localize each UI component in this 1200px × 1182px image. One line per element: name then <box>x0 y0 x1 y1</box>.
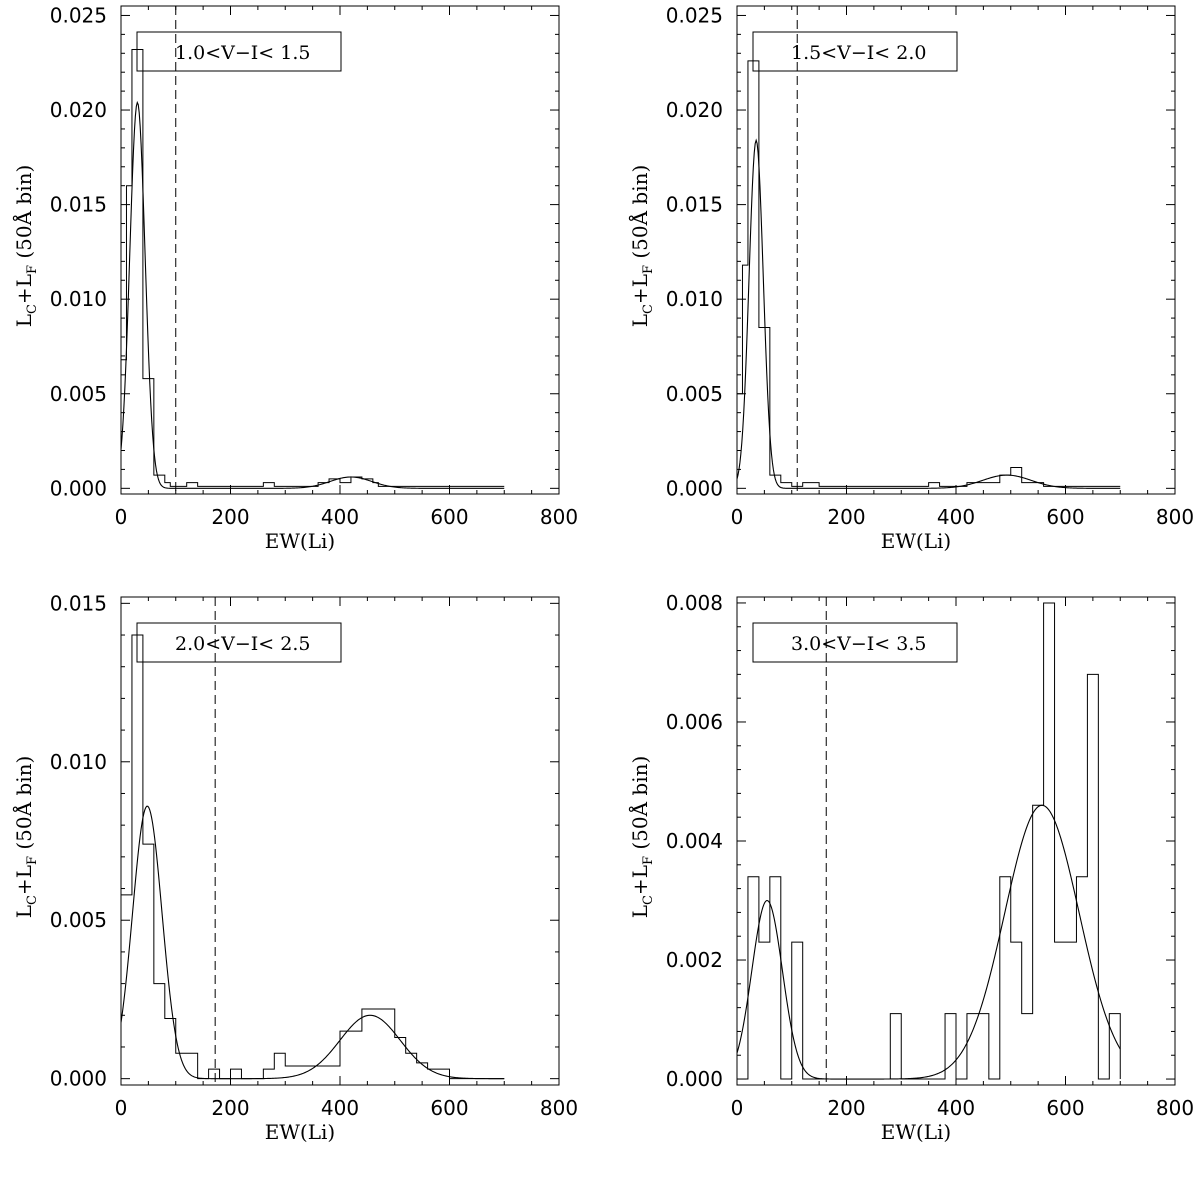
y-tick-label: 0.000 <box>50 1067 107 1091</box>
x-tick-label: 800 <box>1156 505 1194 529</box>
gaussian-fit-curve <box>737 804 1121 1080</box>
gaussian-fit-curve <box>737 138 1121 489</box>
x-tick-label: 0 <box>731 1096 744 1120</box>
y-axis-title: LC+LF (50Å bin) <box>11 165 40 328</box>
y-tick-label: 0.010 <box>50 750 107 774</box>
gaussian-fit-curve <box>121 100 505 489</box>
y-tick-label: 0.000 <box>50 476 107 500</box>
y-tick-label: 0.010 <box>666 287 723 311</box>
x-tick-label: 200 <box>827 1096 865 1120</box>
panel-bottom-right: 3.0<V−I< 3.5 0 200 400 600 800 0.000 0.002 0.004… <box>616 591 1200 1182</box>
y-axis-title-part: L <box>12 905 36 918</box>
annotation-box <box>752 622 958 663</box>
x-tick-label: 0 <box>731 505 744 529</box>
x-tick-label: 0 <box>115 1096 128 1120</box>
y-axis-title-part: F <box>25 856 40 865</box>
histogram-line <box>737 602 1121 1080</box>
histogram-line <box>121 634 505 1080</box>
x-tick-label: 400 <box>937 505 975 529</box>
x-axis-title: EW(Li) <box>265 1120 335 1144</box>
panel-top-right: 1.5<V−I< 2.0 0 200 400 600 800 0.000 0.005 0.010… <box>616 0 1200 591</box>
y-axis-title-part: C <box>25 895 40 905</box>
panel-bottom-left: 2.0<V−I< 2.5 0 200 400 600 800 0.000 0.005 0.010… <box>0 591 600 1182</box>
y-axis-title-part: (50Å bin) <box>11 756 36 856</box>
y-axis-title-part: C <box>25 304 40 314</box>
plot-frame <box>120 596 560 1086</box>
x-tick-label: 600 <box>430 505 468 529</box>
x-tick-label: 800 <box>1156 1096 1194 1120</box>
y-tick-label: 0.005 <box>50 908 107 932</box>
annotation-text: 1.5<V−I< 2.0 <box>791 42 926 64</box>
y-axis-title-part: C <box>641 895 656 905</box>
x-tick-label: 200 <box>827 505 865 529</box>
x-tick-label: 400 <box>937 1096 975 1120</box>
histogram-line <box>121 49 505 487</box>
y-axis-title-part: F <box>641 265 656 274</box>
annotation-text: 3.0<V−I< 3.5 <box>791 633 926 655</box>
x-tick-label: 200 <box>211 505 249 529</box>
annotation-text: 1.0<V−I< 1.5 <box>175 42 310 64</box>
y-axis-title: LC+LF (50Å bin) <box>627 165 656 328</box>
x-tick-label: 200 <box>211 1096 249 1120</box>
y-tick-label: 0.006 <box>666 710 723 734</box>
x-tick-label: 800 <box>540 1096 578 1120</box>
plot-frame <box>120 5 560 495</box>
chart-svg: 1.5<V−I< 2.0 0 200 400 600 800 0.000 0.005 0.010… <box>627 3 1194 553</box>
x-tick-label: 600 <box>1046 1096 1084 1120</box>
annotation-box <box>136 31 342 72</box>
y-tick-label: 0.025 <box>666 3 723 27</box>
panel-top-left: 1.0<V−I< 1.5 0 200 400 600 800 0.000 0.005 0.010… <box>0 0 600 591</box>
y-axis-title-part: F <box>641 856 656 865</box>
y-axis-title-part: F <box>25 265 40 274</box>
y-tick-label: 0.015 <box>666 193 723 217</box>
y-axis-title-part: (50Å bin) <box>627 756 652 856</box>
y-tick-label: 0.005 <box>666 382 723 406</box>
x-axis-title: EW(Li) <box>881 1120 951 1144</box>
y-axis-title: LC+LF (50Å bin) <box>627 756 656 919</box>
y-tick-label: 0.015 <box>50 591 107 615</box>
y-axis-title-part: C <box>641 304 656 314</box>
y-tick-label: 0.020 <box>50 98 107 122</box>
plot-frame <box>736 5 1176 495</box>
chart-svg: 2.0<V−I< 2.5 0 200 400 600 800 0.000 0.005 0.010… <box>11 591 578 1144</box>
y-tick-label: 0.000 <box>666 1067 723 1091</box>
y-axis-title-part: (50Å bin) <box>627 165 652 265</box>
x-tick-label: 0 <box>115 505 128 529</box>
y-tick-label: 0.008 <box>666 591 723 615</box>
annotation-box <box>136 622 342 663</box>
annotation-text: 2.0<V−I< 2.5 <box>175 633 310 655</box>
y-axis-title-part: L <box>12 314 36 327</box>
chart-svg: 3.0<V−I< 3.5 0 200 400 600 800 0.000 0.002 0.004… <box>627 591 1194 1144</box>
annotation-box <box>752 31 958 72</box>
y-axis-title-part: +L <box>12 865 36 895</box>
y-axis-title-part: +L <box>628 865 652 895</box>
y-tick-label: 0.000 <box>666 476 723 500</box>
y-axis-title-part: L <box>628 905 652 918</box>
y-axis-title: LC+LF (50Å bin) <box>11 756 40 919</box>
chart-svg: 1.0<V−I< 1.5 0 200 400 600 800 0.000 0.005 0.010… <box>11 3 578 553</box>
histogram-line <box>737 60 1121 487</box>
y-axis-title-part: L <box>628 314 652 327</box>
x-tick-label: 800 <box>540 505 578 529</box>
y-tick-label: 0.002 <box>666 948 723 972</box>
y-axis-title-part: +L <box>12 274 36 304</box>
x-axis-title: EW(Li) <box>265 529 335 553</box>
y-tick-label: 0.010 <box>50 287 107 311</box>
y-tick-label: 0.020 <box>666 98 723 122</box>
y-axis-title-part: (50Å bin) <box>11 165 36 265</box>
x-axis-title: EW(Li) <box>881 529 951 553</box>
x-tick-label: 600 <box>430 1096 468 1120</box>
y-tick-label: 0.004 <box>666 829 723 853</box>
y-tick-label: 0.015 <box>50 193 107 217</box>
x-tick-label: 600 <box>1046 505 1084 529</box>
x-tick-label: 400 <box>321 505 359 529</box>
y-tick-label: 0.025 <box>50 3 107 27</box>
x-tick-label: 400 <box>321 1096 359 1120</box>
gaussian-fit-curve <box>121 805 505 1080</box>
y-axis-title-part: +L <box>628 274 652 304</box>
y-tick-label: 0.005 <box>50 382 107 406</box>
